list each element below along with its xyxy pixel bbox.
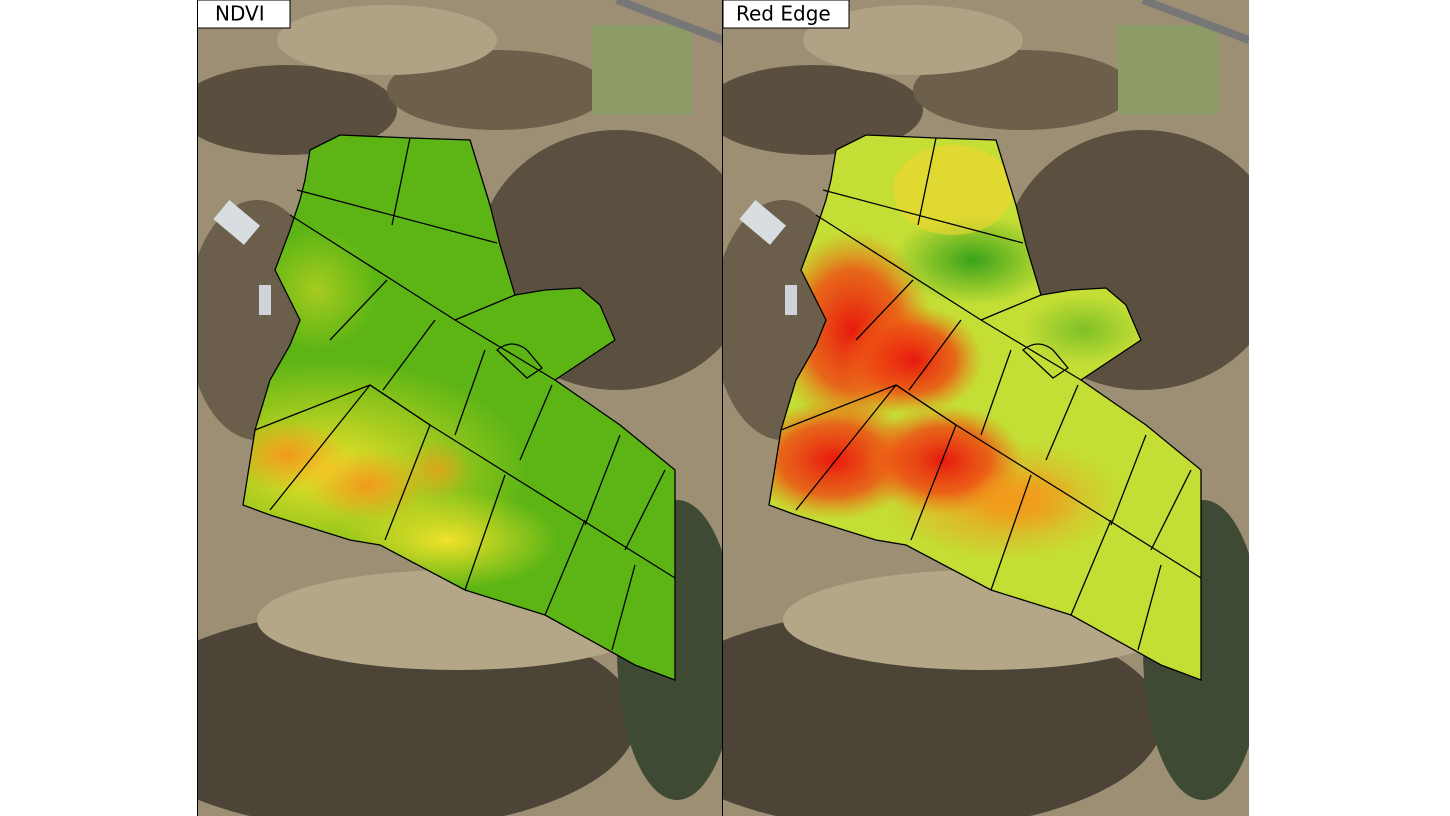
label-box <box>197 0 291 29</box>
red-edge-panel: Red Edge <box>723 0 1283 816</box>
ndvi-panel: NDVI <box>197 0 757 816</box>
panel-label: Red Edge <box>736 2 831 26</box>
panel-label: NDVI <box>215 2 265 26</box>
label-box <box>723 0 850 29</box>
